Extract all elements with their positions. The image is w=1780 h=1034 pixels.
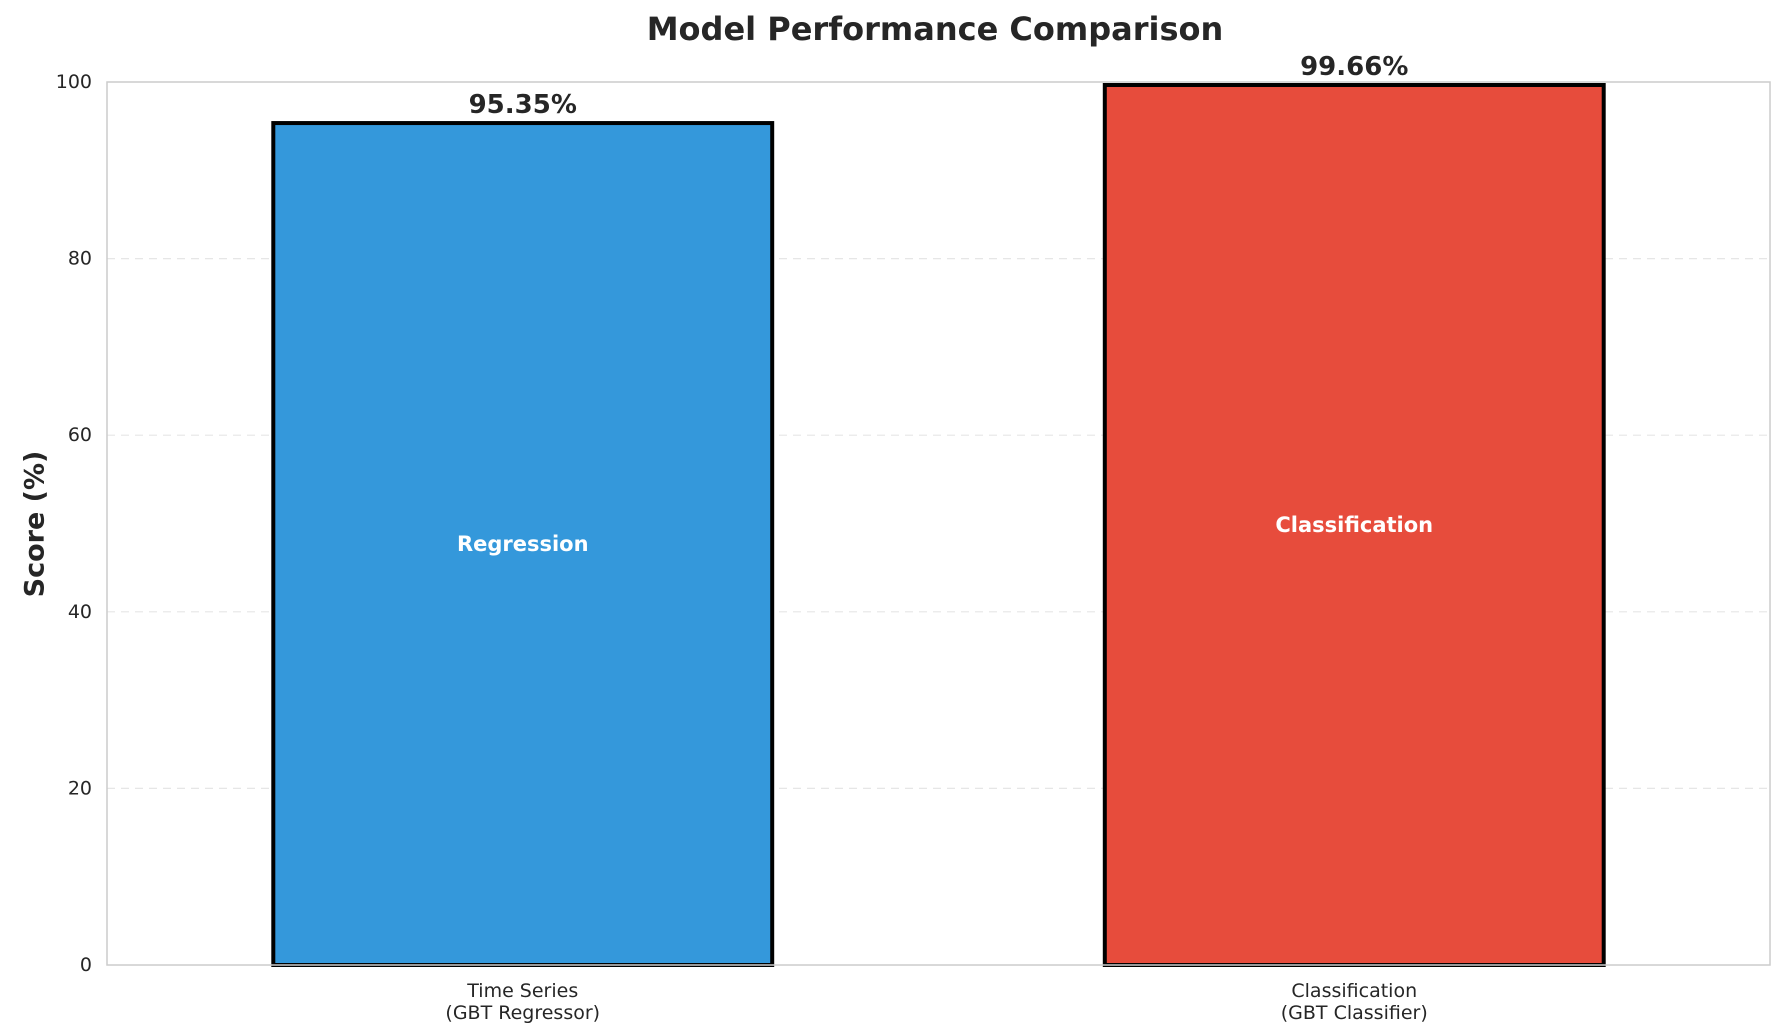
- y-tick-label: 40: [68, 601, 92, 623]
- chart-title: Model Performance Comparison: [647, 10, 1224, 48]
- x-tick-label: (GBT Regressor): [445, 1002, 600, 1024]
- bar-value-label: 99.66%: [1300, 52, 1408, 82]
- bar-1: [1102, 83, 1606, 967]
- x-tick-label: (GBT Classifier): [1281, 1002, 1428, 1024]
- y-tick-label: 20: [68, 777, 92, 799]
- x-tick-label: Time Series: [466, 980, 578, 1002]
- bars: [271, 83, 1606, 967]
- bar-0: [271, 121, 775, 967]
- y-tick-label: 80: [68, 248, 92, 270]
- y-axis-ticks: 0 20 40 60 80 100: [56, 71, 92, 976]
- x-tick-label: Classification: [1291, 980, 1417, 1002]
- bar-value-label: 95.35%: [469, 90, 577, 120]
- y-tick-label: 100: [56, 71, 92, 93]
- bar-inner-label: Classification: [1275, 513, 1433, 537]
- grid-lines: [107, 258, 1770, 790]
- plot-frame: [106, 81, 1771, 966]
- x-axis-ticks: Time Series(GBT Regressor) Classification…: [445, 980, 1427, 1024]
- y-axis-label: Score (%): [20, 451, 51, 598]
- y-tick-label: 0: [80, 954, 92, 976]
- bar-inner-label: Regression: [457, 532, 589, 556]
- y-tick-label: 60: [68, 424, 92, 446]
- bar-labels: 95.35% Regression 99.66% Classification: [457, 52, 1433, 556]
